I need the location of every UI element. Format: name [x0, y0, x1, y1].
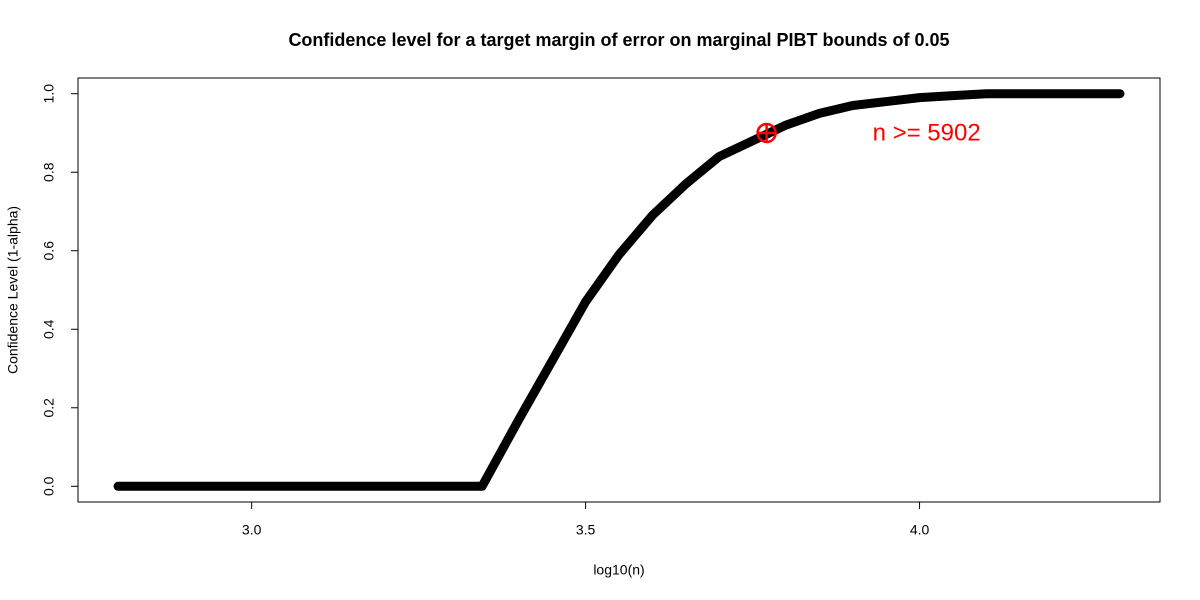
chart-title: Confidence level for a target margin of …: [288, 30, 949, 50]
y-tick-label: 0.4: [41, 319, 57, 339]
y-axis-label: Confidence Level (1-alpha): [5, 206, 21, 374]
x-tick-label: 3.0: [242, 522, 262, 538]
y-tick-label: 0.2: [41, 398, 57, 418]
y-tick-label: 0.0: [41, 476, 57, 496]
x-axis-label: log10(n): [593, 562, 644, 578]
y-tick-label: 0.6: [41, 241, 57, 261]
plot-frame: [77, 77, 1161, 503]
x-tick-label: 3.5: [576, 522, 596, 538]
annotation-cross: [757, 123, 776, 142]
x-tick-label: 4.0: [910, 522, 930, 538]
annotation-label: n >= 5902: [873, 119, 981, 146]
y-tick-label: 1.0: [41, 84, 57, 104]
data-line: [113, 89, 1125, 491]
y-tick-label: 0.8: [41, 162, 57, 182]
